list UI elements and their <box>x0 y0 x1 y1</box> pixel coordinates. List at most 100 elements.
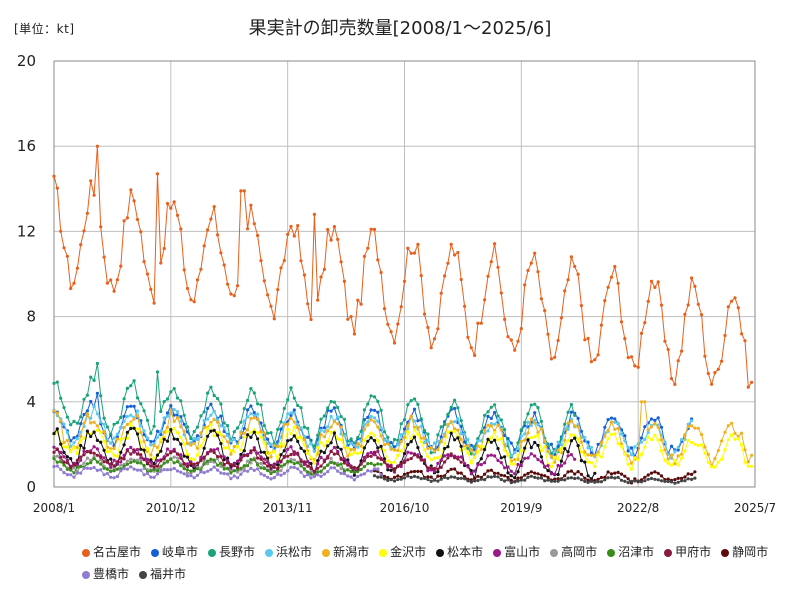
data-point <box>299 446 303 450</box>
data-point <box>676 480 680 484</box>
data-point <box>296 436 300 440</box>
data-point <box>443 422 447 426</box>
data-point <box>122 414 126 418</box>
data-point <box>109 449 113 453</box>
data-point <box>496 475 500 479</box>
data-point <box>92 378 96 382</box>
data-point <box>99 225 103 229</box>
data-point <box>195 467 200 471</box>
data-point <box>603 431 607 435</box>
data-point <box>332 400 336 404</box>
data-point <box>229 471 233 475</box>
data-point <box>563 474 567 478</box>
data-point <box>556 479 560 483</box>
data-point <box>219 471 223 475</box>
data-point <box>55 447 59 451</box>
data-point <box>449 452 453 456</box>
data-point <box>376 425 380 429</box>
data-point <box>376 456 380 460</box>
data-point <box>242 407 246 411</box>
data-point <box>95 438 99 442</box>
legend-swatch <box>82 549 90 557</box>
data-point <box>152 301 156 305</box>
data-point <box>109 475 113 479</box>
data-point <box>209 420 213 425</box>
data-point <box>356 445 360 449</box>
data-point <box>446 476 450 480</box>
data-point <box>306 473 310 477</box>
data-point <box>236 459 240 463</box>
data-point <box>202 426 206 430</box>
data-point <box>82 412 86 417</box>
data-point <box>236 284 240 288</box>
data-point <box>135 217 140 222</box>
data-point <box>663 339 667 343</box>
data-point <box>730 421 734 425</box>
data-point <box>346 446 350 450</box>
data-point <box>216 468 220 472</box>
data-point <box>549 479 554 483</box>
data-point <box>62 246 66 250</box>
data-point <box>165 425 170 429</box>
data-point <box>713 371 717 375</box>
data-point <box>399 477 403 481</box>
data-point <box>232 437 236 442</box>
data-point <box>386 442 390 446</box>
data-point <box>613 427 617 431</box>
data-point <box>329 238 333 242</box>
data-point <box>125 216 129 220</box>
data-point <box>296 426 300 430</box>
data-point <box>473 476 477 480</box>
data-point <box>175 410 180 414</box>
data-point <box>129 445 133 449</box>
series-line <box>53 146 753 389</box>
data-point <box>449 431 453 435</box>
data-point <box>392 479 397 483</box>
data-point <box>182 467 186 471</box>
data-point <box>109 278 113 282</box>
data-point <box>489 424 493 428</box>
data-point <box>165 397 170 401</box>
data-point <box>102 456 106 460</box>
data-point <box>449 475 453 479</box>
data-point <box>746 460 750 464</box>
data-point <box>536 433 540 437</box>
data-point <box>649 417 654 421</box>
data-point <box>569 433 574 437</box>
unit-label: [単位：kt] <box>14 22 75 36</box>
data-point <box>102 466 106 470</box>
data-point <box>362 472 366 476</box>
data-point <box>199 431 203 435</box>
data-point <box>710 382 714 386</box>
data-point <box>426 446 430 451</box>
data-point <box>406 458 410 462</box>
data-point <box>249 466 253 470</box>
data-point <box>669 480 674 484</box>
data-point <box>139 447 143 451</box>
legend-label: 浜松市 <box>276 545 313 559</box>
data-point <box>299 464 303 468</box>
data-point <box>65 438 69 442</box>
data-point <box>389 478 393 482</box>
data-point <box>389 330 393 334</box>
data-point <box>85 412 89 416</box>
legend-item: 長野市 <box>208 541 255 563</box>
data-point <box>506 475 510 480</box>
data-point <box>563 426 567 430</box>
data-point <box>616 475 620 479</box>
data-point <box>256 463 260 467</box>
data-point <box>55 411 59 415</box>
data-point <box>346 458 350 462</box>
data-point <box>583 460 587 464</box>
data-point <box>519 476 523 480</box>
data-point <box>165 414 170 418</box>
data-point <box>379 444 383 448</box>
y-tick-label: 16 <box>17 137 36 155</box>
data-point <box>446 422 450 427</box>
data-point <box>72 471 76 475</box>
data-point <box>142 473 146 477</box>
data-point <box>419 440 423 444</box>
data-point <box>359 473 363 477</box>
data-point <box>125 459 129 463</box>
data-point <box>609 475 614 479</box>
